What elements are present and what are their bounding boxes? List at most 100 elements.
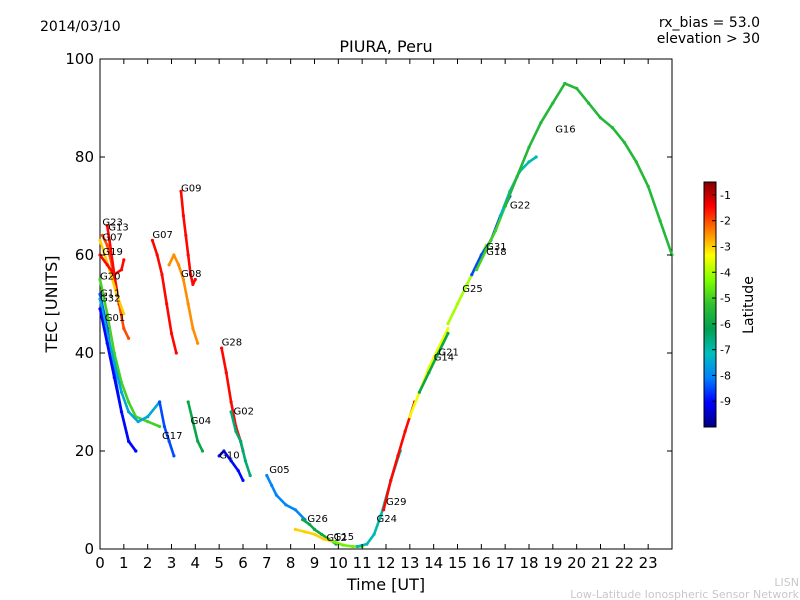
x-tick-label: 19 [543, 554, 562, 572]
y-tick-label: 60 [75, 246, 94, 264]
point-G09 [186, 253, 190, 257]
footer-network: Low-Latitude Ionospheric Sensor Network [570, 588, 799, 600]
colorbar [703, 181, 717, 428]
point-G29 [389, 478, 393, 482]
x-tick-label: 20 [567, 554, 586, 572]
point-G05 [284, 503, 288, 507]
point-G01 [119, 410, 124, 414]
point-G16 [503, 204, 507, 208]
point-G01 [98, 307, 102, 311]
point-G25 [455, 302, 460, 306]
label-G17: G17 [162, 431, 182, 442]
point-G26 [320, 532, 324, 536]
x-tick-label: 8 [286, 554, 296, 572]
point-G10 [236, 469, 240, 473]
series-G13 [105, 224, 121, 306]
label-G13: G13 [108, 223, 128, 234]
point-G01 [127, 439, 131, 443]
point-G13 [107, 238, 112, 242]
rx-bias-label: rx_bias = 53.0 [659, 15, 760, 31]
point-G19 [105, 263, 109, 267]
point-G07 [115, 292, 119, 296]
point-G08 [196, 341, 200, 345]
point-G32 [146, 415, 150, 419]
x-tick-label: 1 [119, 554, 129, 572]
label-G19: G19 [102, 247, 122, 258]
label-G07: G07 [102, 232, 122, 243]
y-tick-label: 80 [75, 148, 94, 166]
point-G01 [134, 449, 138, 453]
point-G23 [122, 326, 126, 331]
point-G07 [155, 253, 159, 257]
point-G04 [191, 420, 195, 424]
point-G16 [527, 145, 531, 149]
point-G32 [127, 410, 131, 414]
point-G20 [146, 420, 150, 424]
colorbar-tick-label: -9 [720, 395, 731, 408]
point-G32 [112, 361, 116, 365]
point-G05 [265, 473, 269, 478]
point-G20 [119, 380, 124, 384]
point-G08 [186, 302, 190, 306]
point-G28 [224, 371, 228, 375]
point-G10 [229, 459, 233, 463]
point-G16 [598, 116, 603, 120]
point-G10 [241, 478, 245, 482]
y-tick-label: 0 [84, 540, 94, 558]
point-G02 [239, 439, 243, 443]
x-tick-label: 23 [639, 554, 658, 572]
point-G02 [234, 429, 238, 433]
x-tick-label: 2 [143, 554, 153, 572]
label-G01: G01 [105, 313, 125, 324]
colorbar-tick-label: -6 [720, 318, 731, 331]
label-G28: G28 [222, 338, 242, 349]
point-G17 [172, 454, 176, 458]
point-G28 [220, 346, 224, 350]
series-G04 [186, 400, 204, 453]
series-G18 [475, 204, 507, 271]
x-tick-label: 21 [591, 554, 610, 572]
label-G08: G08 [181, 269, 201, 280]
x-tick-label: 22 [615, 554, 634, 572]
x-tick-label: 14 [424, 554, 443, 572]
point-G17 [167, 439, 171, 443]
point-G16 [658, 219, 662, 223]
point-G20 [127, 400, 131, 404]
colorbar-tick-label: -5 [720, 292, 731, 305]
label-G16: G16 [555, 125, 575, 136]
point-G14 [436, 351, 440, 355]
colorbar-ticks: -1 -2 -3 -4 -5 -6 -7 -8 -9 [712, 189, 731, 408]
point-G21 [408, 415, 412, 419]
point-G01 [112, 375, 116, 380]
label-G11: G11 [100, 289, 120, 300]
point-G02 [248, 473, 252, 478]
series-G05 [265, 474, 307, 521]
series-G14 [418, 332, 450, 394]
point-G10 [222, 449, 226, 453]
x-tick-label: 0 [95, 554, 105, 572]
label-G20: G20 [100, 272, 120, 283]
elevation-label: elevation > 30 [657, 31, 760, 47]
x-tick-label: 12 [376, 554, 395, 572]
point-G20 [105, 312, 109, 316]
point-G04 [186, 400, 190, 404]
point-G26 [312, 527, 317, 532]
point-G12 [293, 527, 297, 532]
label-G14: G14 [434, 352, 454, 363]
x-tick-label: 16 [472, 554, 491, 572]
y-ticks-layer: 0 20 40 60 80 100 [65, 50, 672, 558]
label-G02: G02 [234, 406, 254, 417]
point-G04 [200, 449, 205, 453]
point-G07 [98, 238, 102, 242]
y-tick-label: 40 [75, 344, 94, 362]
series-G20 [98, 278, 161, 428]
x-tick-label: 6 [238, 554, 248, 572]
point-G18 [475, 268, 479, 272]
colorbar-tick-label: -2 [720, 215, 731, 228]
point-G07 [160, 273, 164, 277]
point-G20 [158, 424, 162, 429]
point-G16 [646, 184, 650, 188]
point-G11 [98, 292, 102, 296]
point-G25 [446, 322, 450, 326]
point-G12 [322, 537, 326, 541]
